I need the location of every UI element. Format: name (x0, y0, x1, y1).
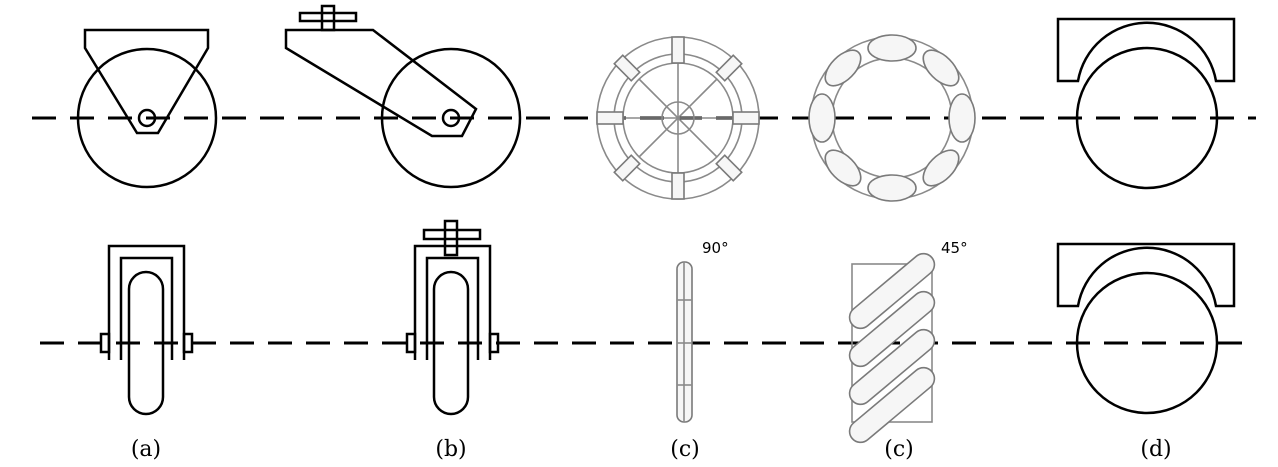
caption-a: (a) (131, 437, 161, 462)
caption-c-omni: (c) (670, 437, 700, 462)
fender-wheel-side-view (1056, 17, 1236, 190)
fender-wheel-front-view (1056, 242, 1236, 415)
angle-label-45: 45° (941, 239, 968, 257)
omni-wheel-front-view (676, 261, 693, 423)
mecanum-wheel-front-view (848, 252, 936, 444)
fixed-caster-side-view (76, 28, 218, 189)
caption-b: (b) (435, 437, 466, 462)
caption-d: (d) (1140, 437, 1171, 462)
mecanum-wheel-side-view (808, 34, 976, 202)
swivel-caster-side-view (284, 4, 522, 189)
caption-c-mecanum: (c) (884, 437, 914, 462)
fixed-caster-front-view (99, 244, 194, 416)
omni-wheel-side-view (596, 36, 760, 200)
swivel-caster-front-view (405, 219, 500, 416)
angle-label-90: 90° (702, 239, 729, 257)
